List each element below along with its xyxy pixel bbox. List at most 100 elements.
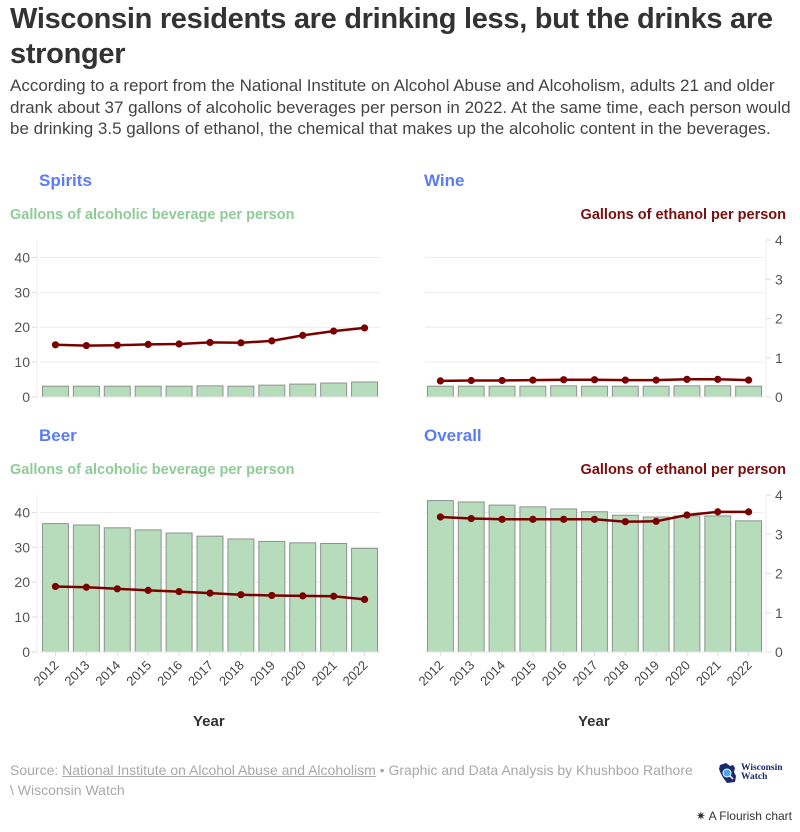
ethanol-point-2017[interactable] (206, 338, 214, 347)
ethanol-point-2020[interactable] (683, 375, 691, 383)
x-tick-label: 2021 (693, 658, 724, 689)
ethanol-point-2012[interactable] (51, 341, 60, 349)
x-tick-label: 2020 (662, 658, 693, 689)
ethanol-point-2021[interactable] (714, 375, 722, 383)
ethanol-point-2018[interactable] (621, 518, 629, 526)
ethanol-point-2015[interactable] (144, 340, 152, 349)
ethanol-point-2012[interactable] (436, 513, 445, 521)
left-tick-label: 10 (14, 354, 30, 370)
chart-title: Wisconsin residents are drinking less, b… (10, 3, 773, 70)
chart-subtitle: According to a report from the National … (10, 76, 791, 138)
footer-source: Source: National Institute on Alcohol Ab… (10, 760, 700, 800)
credit-text: • Graphic and Data Analysis by Khushboo … (10, 762, 693, 798)
panel-title-wine: Wine (424, 171, 465, 190)
ethanol-point-2013[interactable] (82, 583, 90, 591)
bar-2019[interactable] (642, 516, 670, 653)
x-tick-label: 2014 (477, 658, 508, 689)
bar-2021[interactable] (704, 515, 732, 653)
bar-2020[interactable] (673, 515, 701, 653)
left-tick-label: 10 (14, 609, 30, 625)
ethanol-point-2015[interactable] (529, 515, 537, 523)
ethanol-point-2021[interactable] (330, 592, 338, 600)
source-link[interactable]: National Institute on Alcohol Abuse and … (62, 762, 376, 778)
ethanol-point-2022[interactable] (360, 595, 369, 604)
x-tick-label: 2015 (508, 658, 539, 689)
bar-2014[interactable] (488, 504, 516, 653)
left-tick-label: 40 (14, 249, 30, 265)
right-tick-label: 1 (775, 605, 783, 621)
ethanol-point-2017[interactable] (206, 589, 214, 597)
x-tick-label: 2019 (631, 658, 662, 689)
right-tick-label: 4 (775, 232, 783, 248)
ethanol-point-2015[interactable] (144, 586, 152, 594)
ethanol-point-2013[interactable] (82, 341, 90, 350)
x-tick-label: 2022 (724, 658, 755, 689)
right-tick-label: 2 (775, 566, 783, 582)
logo-line-2: Watch (741, 772, 768, 782)
ethanol-point-2020[interactable] (299, 592, 307, 600)
flourish-credit[interactable]: ✷ A Flourish chart (696, 809, 792, 823)
left-tick-label: 30 (14, 284, 30, 300)
bar-2016[interactable] (550, 508, 578, 653)
ethanol-point-2019[interactable] (268, 591, 276, 600)
ethanol-point-2019[interactable] (652, 376, 660, 384)
ethanol-point-2018[interactable] (237, 339, 245, 347)
ethanol-point-2016[interactable] (560, 376, 568, 384)
ethanol-point-2013[interactable] (467, 376, 475, 385)
bar-2015[interactable] (519, 506, 547, 653)
ethanol-point-2012[interactable] (51, 582, 60, 591)
ethanol-point-2016[interactable] (175, 340, 183, 348)
x-tick-label: 2018 (600, 658, 631, 689)
ethanol-point-2015[interactable] (529, 376, 537, 384)
source-prefix: Source: (10, 762, 63, 778)
ethanol-point-2019[interactable] (652, 517, 660, 525)
ethanol-point-2021[interactable] (330, 327, 338, 335)
bar-2017[interactable] (581, 511, 608, 653)
ethanol-point-2017[interactable] (590, 515, 599, 523)
right-axis-title-wine: Gallons of ethanol per person (580, 207, 786, 223)
ethanol-point-2020[interactable] (683, 511, 691, 519)
left-tick-label: 20 (14, 319, 30, 335)
right-tick-label: 4 (775, 487, 783, 503)
ethanol-point-2019[interactable] (268, 337, 276, 345)
right-tick-label: 1 (775, 350, 783, 366)
panel-title-beer: Beer (39, 426, 77, 445)
left-tick-label: 30 (14, 539, 30, 555)
right-tick-label: 0 (775, 389, 783, 405)
bar-2022[interactable] (735, 520, 763, 653)
flourish-label: A Flourish chart (708, 809, 792, 823)
panel-title-overall: Overall (424, 426, 482, 445)
bar-2018[interactable] (611, 514, 639, 653)
left-tick-label: 20 (14, 574, 30, 590)
wisconsin-map-icon (719, 763, 736, 783)
ethanol-point-2013[interactable] (467, 514, 475, 523)
left-tick-label: 40 (14, 504, 30, 520)
ethanol-point-2020[interactable] (299, 331, 307, 339)
left-axis-title-spirits: Gallons of alcoholic beverage per person (10, 207, 295, 223)
left-tick-label: 0 (22, 389, 30, 405)
logo-line-1: Wisconsin (741, 763, 783, 773)
ethanol-point-2016[interactable] (175, 587, 183, 596)
ethanol-point-2022[interactable] (744, 508, 753, 516)
flourish-icon: ✷ (695, 809, 706, 823)
ethanol-point-2014[interactable] (498, 376, 506, 385)
left-axis-title-beer: Gallons of alcoholic beverage per person (10, 462, 295, 478)
ethanol-point-2012[interactable] (436, 377, 445, 385)
ethanol-point-2022[interactable] (360, 324, 369, 332)
bar-2012[interactable] (426, 500, 454, 653)
wisconsin-watch-logo[interactable]: Wisconsin Watch (718, 762, 783, 784)
ethanol-point-2016[interactable] (560, 515, 568, 523)
right-tick-label: 0 (775, 644, 783, 660)
ethanol-point-2014[interactable] (498, 515, 506, 523)
ethanol-point-2014[interactable] (113, 585, 121, 593)
ethanol-point-2018[interactable] (237, 591, 245, 599)
ethanol-point-2017[interactable] (590, 376, 599, 384)
ethanol-point-2021[interactable] (714, 508, 722, 516)
x-axis-title-beer: Year (193, 713, 225, 730)
ethanol-point-2022[interactable] (744, 376, 753, 384)
ethanol-point-2014[interactable] (113, 341, 121, 349)
ethanol-point-2018[interactable] (621, 376, 629, 384)
bar-2013[interactable] (457, 501, 485, 653)
x-tick-label: 2017 (570, 658, 601, 689)
